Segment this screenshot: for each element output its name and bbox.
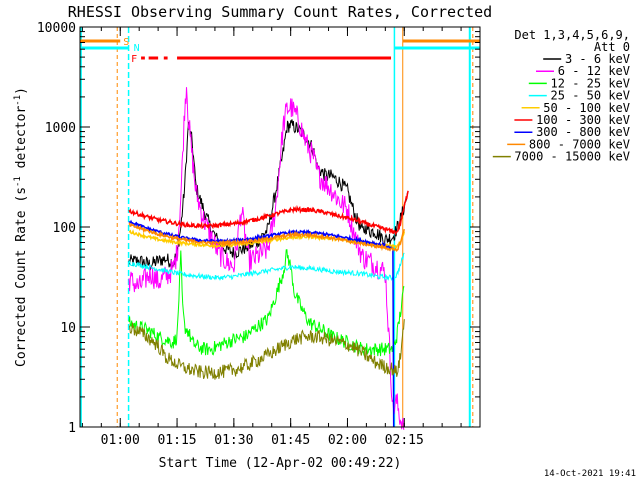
legend-entry: 800 - 7000 keV <box>529 137 630 151</box>
y-tick-label: 100 <box>53 221 76 236</box>
series-layer <box>128 87 409 430</box>
x-axis: 01:00 01:15 01:30 01:45 02:00 02:15 <box>81 27 481 448</box>
x-tick-label: 02:15 <box>385 433 424 448</box>
series-line <box>128 319 405 380</box>
series-line <box>128 252 405 282</box>
y-tick-label: 10000 <box>37 21 76 36</box>
y-axis-label-suffix: ) <box>14 87 29 95</box>
y-axis-label-sup-2: -1 <box>13 95 23 106</box>
legend-entry: 25 - 50 keV <box>551 89 630 103</box>
legend-entry: 12 - 25 keV <box>551 76 630 90</box>
y-axis-label-prefix: Corrected Count Rate (s <box>14 187 29 367</box>
x-tick-label: 01:45 <box>271 433 310 448</box>
x-tick-label: 02:00 <box>328 433 367 448</box>
x-tick-label: 01:30 <box>214 433 253 448</box>
legend-entry: 50 - 100 keV <box>543 101 630 115</box>
y-tick-label: 1000 <box>45 121 76 136</box>
legend-entry: 300 - 800 keV <box>536 125 630 139</box>
legend-header-attenuator: Att 0 <box>594 40 630 54</box>
x-tick-label: 01:15 <box>157 433 196 448</box>
x-axis-label: Start Time (12-Apr-02 00:49:22) <box>159 456 402 471</box>
saa-flag-label: S <box>123 37 129 48</box>
footer-date: 14-Oct-2021 19:41 <box>544 469 636 479</box>
flare-flag-label: F <box>131 54 137 65</box>
x-tick-label: 01:00 <box>101 433 140 448</box>
legend-entry: 7000 - 15000 keV <box>514 150 630 164</box>
chart-title: RHESSI Observing Summary Count Rates, Co… <box>68 3 492 21</box>
legend-entry: 3 - 6 keV <box>565 52 630 66</box>
y-axis-label: Corrected Count Rate (s-1 detector-1) <box>13 87 29 367</box>
series-line <box>128 190 409 236</box>
y-axis-label-mid: detector <box>14 106 29 177</box>
y-tick-label: 10 <box>60 321 76 336</box>
legend-header-detectors: Det 1,3,4,5,6,9, <box>514 28 630 42</box>
y-tick-label: 1 <box>68 421 76 436</box>
y-axis: 1 10 100 1000 10000 <box>37 21 480 436</box>
legend-entry: 100 - 300 keV <box>536 113 630 127</box>
series-line <box>128 87 405 430</box>
night-flag-label: N <box>134 43 140 54</box>
series-line <box>128 221 406 253</box>
flag-bands: SNF <box>79 27 480 427</box>
legend-entry: 6 - 12 keV <box>558 64 630 78</box>
y-axis-label-sup-1: -1 <box>13 176 23 187</box>
